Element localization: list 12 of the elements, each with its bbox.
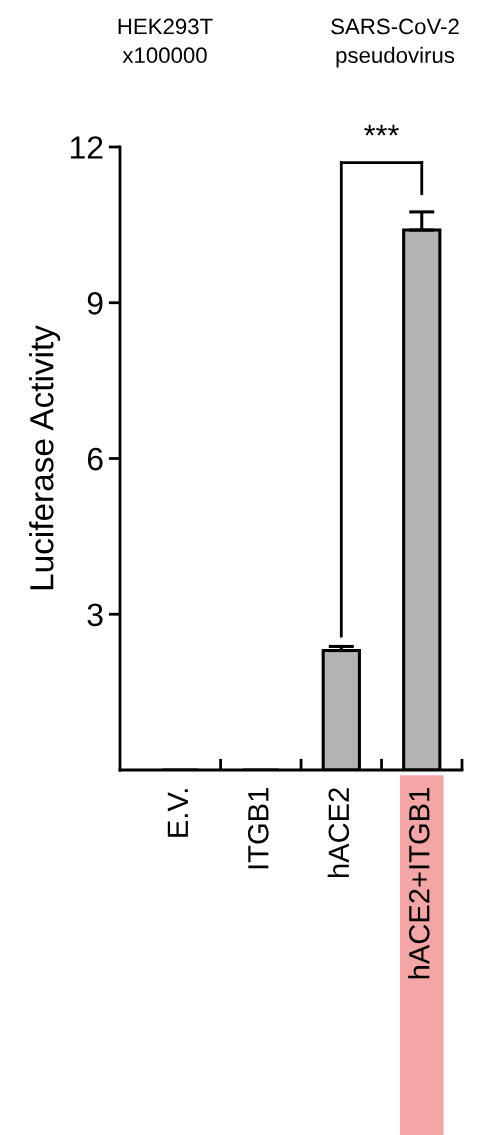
y-tick-label: 9 — [87, 292, 103, 315]
text: HEK293T x100000 — [118, 18, 213, 64]
y-tick-label: 6 — [87, 447, 103, 471]
y-tick-label: 3 — [87, 603, 103, 627]
x-tick-label: hACE2+ITGB1 — [408, 788, 430, 979]
y-axis-title: Luciferase Activity — [29, 325, 61, 590]
x-tick-label: ITGB1 — [248, 788, 269, 869]
x-tick-label: hACE2 — [327, 788, 350, 878]
text: *** — [364, 124, 399, 136]
y-tick-label: 12 — [70, 136, 103, 159]
text: SARS-CoV-2 pseudovirus — [331, 18, 459, 68]
x-tick-label: E.V. — [167, 789, 188, 837]
